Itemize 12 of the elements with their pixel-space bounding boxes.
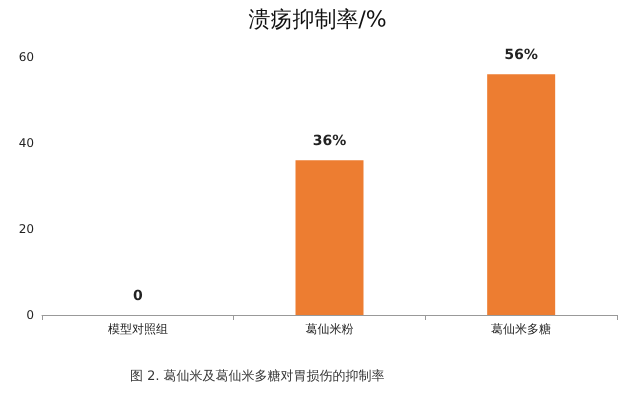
x-tick-label: 葛仙米多糖	[491, 322, 552, 336]
data-label: 0	[132, 288, 143, 304]
x-tick-label: 葛仙米粉	[306, 322, 354, 336]
data-label: 56%	[504, 47, 538, 64]
y-tick-label: 0	[26, 308, 34, 322]
caption: 图 2. 葛仙米及葛仙米多糖对胃损伤的抑制率	[130, 368, 385, 384]
x-tick-label: 模型对照组	[108, 322, 168, 336]
y-tick-label: 60	[18, 50, 34, 64]
chart-title: 溃疡抑制率/%	[248, 8, 387, 32]
y-tick-label: 20	[18, 222, 34, 236]
y-tick-label: 40	[18, 136, 34, 150]
data-label: 36%	[312, 133, 346, 150]
